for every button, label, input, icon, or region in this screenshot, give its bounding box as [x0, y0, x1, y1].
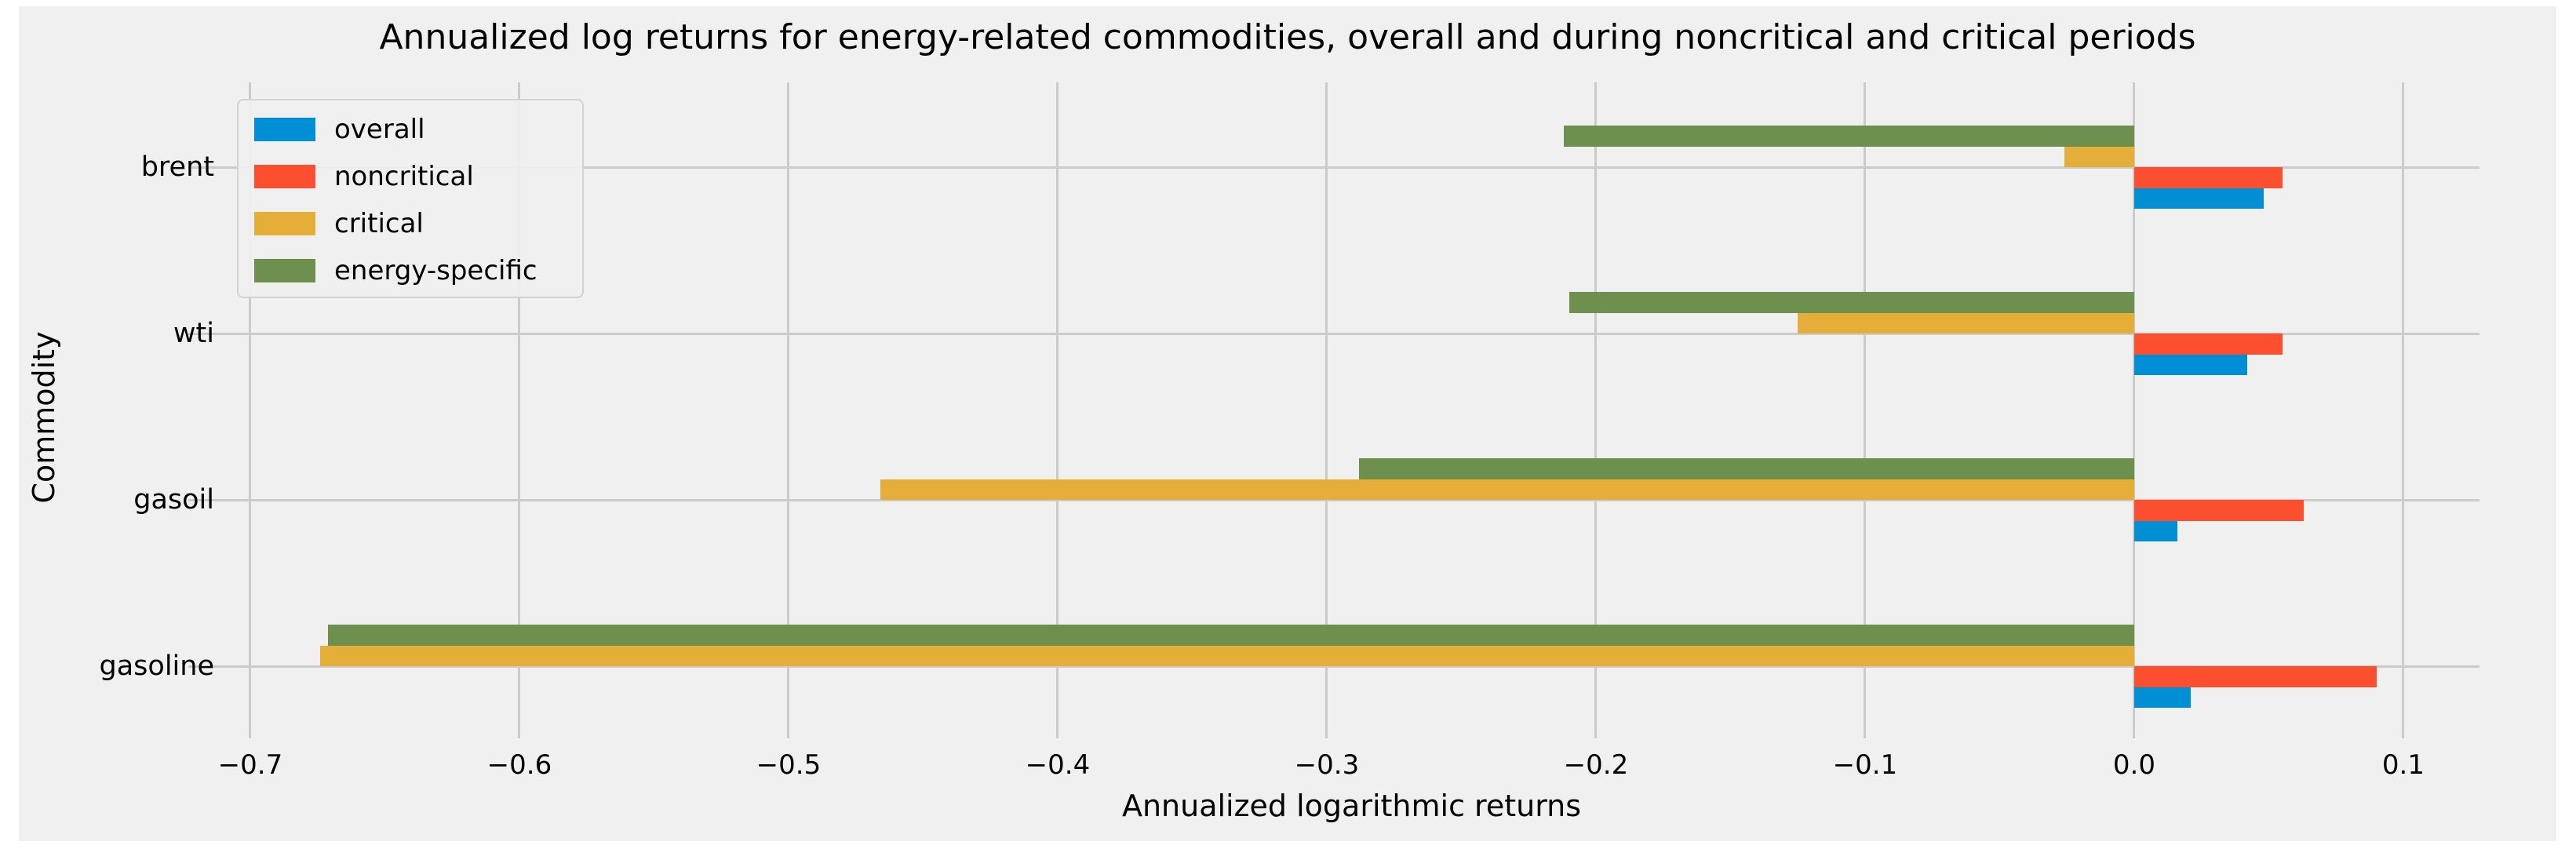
x-tick-label: −0.6 [486, 749, 552, 781]
bar-overall-wti [2133, 354, 2247, 375]
legend-label-noncritical: noncritical [334, 161, 474, 192]
bar-energy-specific-wti [1569, 292, 2134, 313]
y-tick-dash [188, 665, 224, 668]
bar-overall-gasoline [2133, 687, 2191, 708]
x-tick-label: −0.4 [1025, 749, 1091, 781]
x-gridline [1864, 82, 1867, 738]
legend-entry-overall: overall [254, 114, 425, 145]
legend-entry-noncritical: noncritical [254, 161, 474, 192]
bar-energy-specific-gasoline [328, 625, 2134, 646]
bar-energy-specific-gasoil [1359, 458, 2134, 479]
x-axis-title: Annualized logarithmic returns [1121, 789, 1582, 823]
y-tick-dash [188, 498, 224, 501]
x-tick-label: −0.2 [1563, 749, 1629, 781]
y-tick-label-brent: brent [140, 151, 214, 183]
x-gridline [1056, 82, 1059, 738]
legend-swatch-noncritical [254, 165, 315, 188]
x-tick-label: −0.3 [1294, 749, 1360, 781]
bar-noncritical-gasoline [2133, 666, 2377, 687]
y-gridline [224, 166, 2479, 169]
plot-area: −0.7 −0.6 −0.5 −0.4 −0.3 −0.2 −0.1 0.0 0.1 brent w… [100, 82, 2479, 781]
bar-noncritical-gasoil [2133, 500, 2304, 521]
y-gridline [224, 498, 2479, 501]
x-gridline [2402, 82, 2405, 738]
bar-energy-specific-brent [1563, 126, 2134, 147]
bar-overall-gasoil [2133, 520, 2177, 541]
x-gridline [787, 82, 790, 738]
y-tick-label-wti: wti [173, 318, 214, 349]
legend-swatch-critical [254, 212, 315, 235]
y-tick-label-gasoline: gasoline [99, 650, 214, 682]
y-tick-dash [188, 332, 224, 335]
bar-noncritical-brent [2133, 167, 2283, 188]
y-tick-dash [188, 166, 224, 169]
y-tick-label-gasoil: gasoil [133, 484, 214, 516]
x-tick-label: −0.7 [217, 749, 283, 781]
legend: overall noncritical critical energy-specifi… [237, 99, 584, 298]
x-gridline [518, 82, 521, 738]
x-tick-label: −0.5 [756, 749, 822, 781]
legend-swatch-overall [254, 118, 315, 141]
x-tick-label: 0.1 [2381, 749, 2425, 781]
legend-label-overall: overall [334, 114, 425, 145]
x-gridline [249, 82, 252, 738]
bar-noncritical-wti [2133, 333, 2283, 355]
bar-critical-gasoline [320, 645, 2134, 666]
x-gridline [1325, 82, 1328, 738]
bar-critical-brent [2064, 146, 2134, 167]
y-gridline [224, 332, 2479, 335]
legend-swatch-energy-specific [254, 259, 315, 282]
x-gridline [2133, 82, 2136, 738]
x-gridline [1594, 82, 1598, 738]
x-tick-label: 0.0 [2112, 749, 2155, 781]
legend-entry-critical: critical [254, 208, 424, 239]
y-gridline [224, 665, 2479, 668]
bar-critical-gasoil [880, 479, 2134, 500]
legend-entry-energy-specific: energy-specific [254, 255, 537, 286]
y-axis-title: Commodity [27, 331, 61, 504]
legend-label-critical: critical [334, 208, 424, 239]
legend-label-energy-specific: energy-specific [334, 255, 537, 286]
bar-overall-brent [2133, 188, 2264, 209]
x-tick-label: −0.1 [1832, 749, 1898, 781]
chart-title: Annualized log returns for energy-relate… [379, 17, 2196, 57]
figure-canvas: Annualized log returns for energy-relate… [19, 6, 2556, 841]
bar-critical-wti [1798, 312, 2134, 333]
